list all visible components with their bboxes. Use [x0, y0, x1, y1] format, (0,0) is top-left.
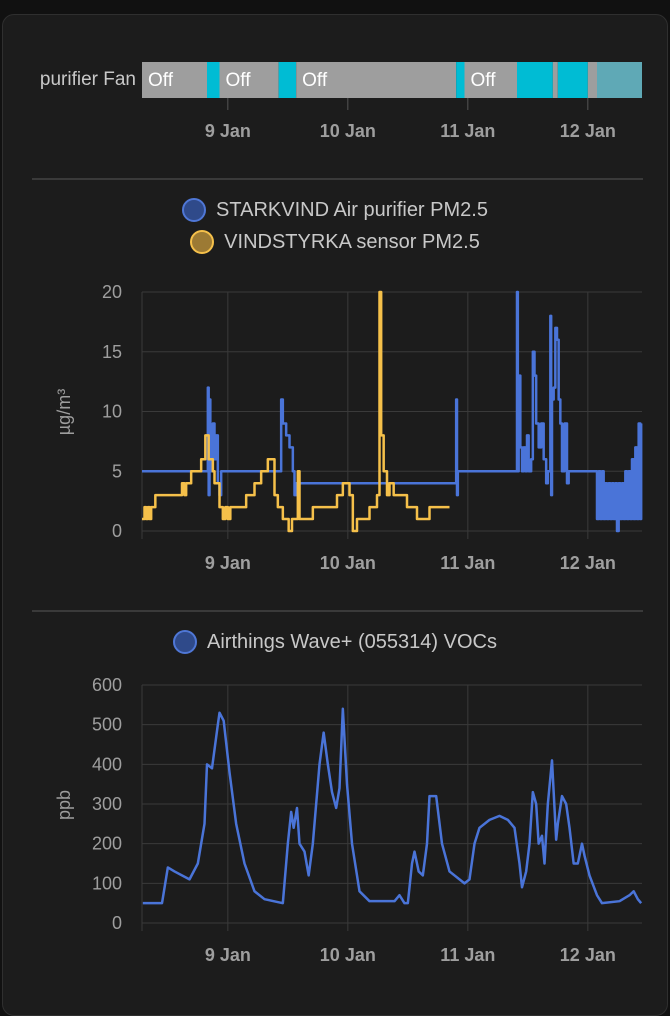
legend-item-vindstyrka[interactable]: VINDSTYRKA sensor PM2.5 — [190, 230, 480, 254]
y-tick-label: 200 — [92, 834, 122, 854]
timeline-segment[interactable] — [219, 62, 279, 98]
y-tick-label: 400 — [92, 754, 122, 774]
x-tick-label: 12 Jan — [560, 945, 616, 965]
fan-timeline-chart: purifier Fan Off Off Off Off 9 Jan 10 Jan 11 … — [40, 62, 642, 141]
timeline-segment[interactable] — [587, 62, 597, 98]
pm25-legend: STARKVIND Air purifier PM2.5 VINDSTYRKA … — [0, 198, 670, 254]
x-tick-label: 9 Jan — [205, 121, 251, 141]
x-tick-label: 10 Jan — [320, 553, 376, 573]
series-line-0 — [142, 707, 643, 905]
y-tick-label: 0 — [112, 521, 122, 541]
x-tick-label: 12 Jan — [560, 121, 616, 141]
y-tick-label: 300 — [92, 794, 122, 814]
x-tick-label: 12 Jan — [560, 553, 616, 573]
timeline-segment[interactable] — [278, 62, 297, 98]
x-tick-label: 11 Jan — [440, 553, 495, 573]
x-tick-label: 9 Jan — [205, 553, 251, 573]
timeline-segment[interactable] — [142, 62, 207, 98]
timeline-segment[interactable] — [207, 62, 220, 98]
history-card — [2, 14, 668, 1016]
timeline-entity-label: purifier Fan — [40, 69, 136, 90]
x-tick-label: 11 Jan — [440, 121, 495, 141]
y-tick-label: 500 — [92, 715, 122, 735]
timeline-segment[interactable] — [597, 62, 642, 98]
x-tick-label: 11 Jan — [440, 945, 495, 965]
legend-label: VINDSTYRKA sensor PM2.5 — [224, 230, 480, 253]
y-tick-label: 15 — [102, 342, 122, 362]
x-tick-label: 10 Jan — [320, 945, 376, 965]
x-tick-label: 10 Jan — [320, 121, 376, 141]
y-tick-label: 10 — [102, 402, 122, 422]
legend-label: STARKVIND Air purifier PM2.5 — [216, 198, 488, 221]
series-color-icon — [173, 630, 198, 654]
y-axis-label: µg/m³ — [54, 389, 74, 435]
y-tick-label: 0 — [112, 913, 122, 933]
timeline-segment-label: Off — [148, 70, 174, 91]
y-tick-label: 600 — [92, 675, 122, 695]
series-color-icon — [190, 230, 215, 254]
y-axis-label: ppb — [54, 790, 74, 820]
timeline-segment[interactable] — [552, 62, 558, 98]
y-tick-label: 100 — [92, 873, 122, 893]
legend-item-starkvind[interactable]: STARKVIND Air purifier PM2.5 — [182, 198, 488, 222]
y-tick-label: 5 — [112, 461, 122, 481]
timeline-segment[interactable] — [456, 62, 465, 98]
voc-legend: Airthings Wave+ (055314) VOCs — [0, 630, 670, 654]
series-color-icon — [182, 198, 207, 222]
timeline-segment-label: Off — [226, 70, 252, 91]
y-tick-label: 20 — [102, 282, 122, 302]
legend-label: Airthings Wave+ (055314) VOCs — [207, 630, 497, 653]
pm25-chart: 0 5 10 15 20 9 Jan 10 Jan 11 Jan 12 Jan µg/m³ — [54, 282, 643, 573]
legend-item-airthings[interactable]: Airthings Wave+ (055314) VOCs — [173, 630, 497, 654]
voc-chart: 0 100 200 300 400 500 600 9 Jan 10 Jan 11 Jan 12 J… — [54, 675, 643, 965]
series-line-0 — [142, 290, 643, 533]
timeline-segment[interactable] — [557, 62, 588, 98]
timeline-segment-label: Off — [302, 70, 328, 91]
series-line-1 — [142, 290, 450, 533]
timeline-segment[interactable] — [296, 62, 457, 98]
timeline-segment[interactable] — [464, 62, 518, 98]
timeline-segment-label: Off — [471, 70, 497, 91]
x-tick-label: 9 Jan — [205, 945, 251, 965]
timeline-segment[interactable] — [517, 62, 553, 98]
